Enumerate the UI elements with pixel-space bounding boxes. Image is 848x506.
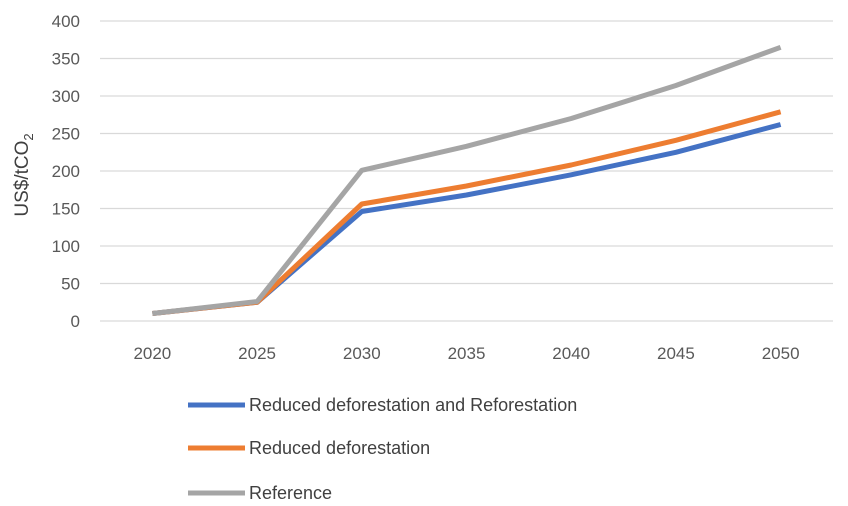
x-tick-label: 2045 <box>657 344 695 363</box>
y-axis-label-subscript: 2 <box>21 133 36 140</box>
y-tick-label: 300 <box>52 87 80 106</box>
legend-label-0: Reduced deforestation and Reforestation <box>249 395 577 415</box>
y-tick-labels: 0 50 100 150 200 250 300 350 400 <box>52 12 80 331</box>
y-tick-label: 150 <box>52 200 80 219</box>
legend: Reduced deforestation and Reforestation R… <box>188 395 577 503</box>
series-line-0 <box>152 122 782 316</box>
x-tick-label: 2035 <box>448 344 486 363</box>
y-axis-label-main: US$/tCO <box>12 141 33 217</box>
x-tick-label: 2040 <box>552 344 590 363</box>
x-tick-label: 2030 <box>343 344 381 363</box>
y-tick-label: 250 <box>52 125 80 144</box>
x-tick-label: 2025 <box>238 344 276 363</box>
y-tick-label: 400 <box>52 12 80 31</box>
x-tick-labels: 2020 2025 2030 2035 2040 2045 2050 <box>133 344 799 363</box>
y-tick-label: 100 <box>52 237 80 256</box>
y-tick-label: 350 <box>52 50 80 69</box>
y-tick-label: 50 <box>61 275 80 294</box>
y-tick-label: 200 <box>52 162 80 181</box>
series-line-2 <box>152 44 782 316</box>
y-axis-label: US$/tCO2 <box>12 133 36 216</box>
x-tick-label: 2050 <box>762 344 800 363</box>
legend-label-2: Reference <box>249 483 332 503</box>
x-tick-label: 2020 <box>133 344 171 363</box>
y-tick-label: 0 <box>71 312 80 331</box>
legend-label-1: Reduced deforestation <box>249 438 430 458</box>
gridlines <box>100 20 833 322</box>
series-lines <box>152 44 782 316</box>
